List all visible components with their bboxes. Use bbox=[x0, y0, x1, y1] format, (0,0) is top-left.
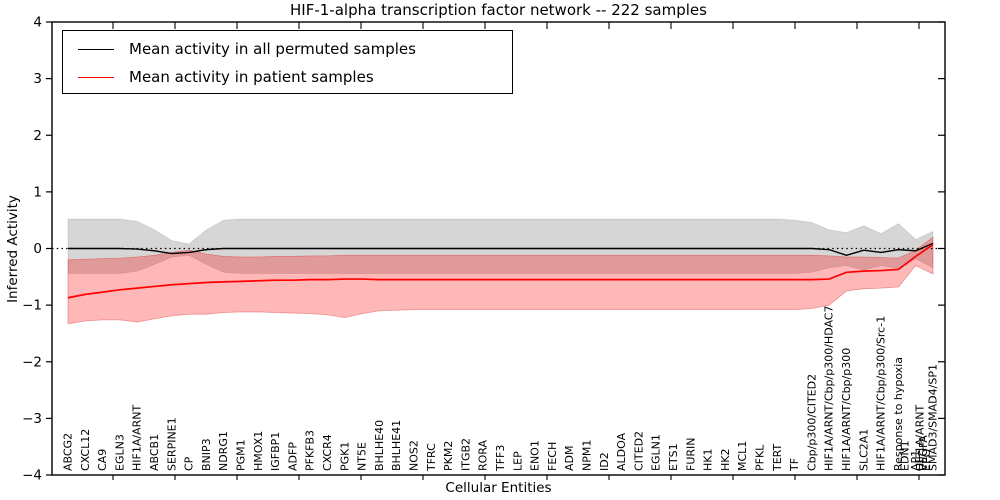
x-category-label: LEP bbox=[511, 451, 524, 471]
y-tick-label: 4 bbox=[33, 15, 42, 31]
legend-label: Mean activity in all permuted samples bbox=[129, 39, 416, 58]
x-category-label: SLC2A1 bbox=[857, 429, 870, 471]
x-category-label: CXCR4 bbox=[321, 434, 334, 471]
x-category-label: BNIP3 bbox=[200, 438, 213, 471]
x-axis-label: Cellular Entities bbox=[445, 480, 552, 496]
permuted-line-swatch bbox=[78, 48, 114, 50]
x-category-label: NOS2 bbox=[408, 440, 421, 471]
x-category-label: PFKL bbox=[754, 444, 767, 471]
x-category-label: CP bbox=[183, 456, 196, 471]
x-category-label: PKM2 bbox=[442, 441, 455, 471]
x-category-label: TFRC bbox=[425, 443, 438, 472]
x-category-label: PFKFB3 bbox=[304, 430, 317, 471]
y-tick-label: 1 bbox=[33, 184, 42, 200]
x-category-label: SMAD3/SMAD4/SP1 bbox=[927, 364, 940, 471]
x-category-label: ETS1 bbox=[667, 443, 680, 471]
x-category-label: ENO1 bbox=[529, 440, 542, 471]
x-category-label: ABCB1 bbox=[148, 434, 161, 471]
x-category-label: IGFBP1 bbox=[269, 432, 282, 471]
x-category-label: ITGB2 bbox=[459, 438, 472, 471]
x-category-label: PGK1 bbox=[338, 442, 351, 471]
x-category-label: MCL1 bbox=[736, 441, 749, 471]
x-category-label: NDRG1 bbox=[217, 431, 230, 471]
x-category-label: HIF1A/ARNT/Cbp/p300/Src-1 bbox=[875, 316, 888, 471]
x-category-label: EDN1 bbox=[899, 440, 912, 471]
x-category-label: ABCG2 bbox=[62, 433, 75, 471]
legend-entry-permuted: Mean activity in all permuted samples bbox=[63, 35, 512, 63]
y-axis-label: Inferred Activity bbox=[5, 195, 21, 303]
x-category-label: SERPINE1 bbox=[165, 417, 178, 471]
x-category-label: ID2 bbox=[598, 452, 611, 471]
x-category-label: HMOX1 bbox=[252, 431, 265, 471]
x-category-label: EPO bbox=[920, 448, 933, 471]
x-category-label: EGLN3 bbox=[113, 434, 126, 471]
x-category-label: Cbp/p300/CITED2 bbox=[805, 374, 818, 471]
permuted-line bbox=[68, 242, 934, 257]
x-category-label: FURIN bbox=[684, 438, 697, 472]
x-category-label: BHLHE40 bbox=[373, 420, 386, 471]
patient-line-swatch bbox=[78, 76, 114, 78]
x-category-label: ADM bbox=[563, 446, 576, 472]
y-tick-label: −4 bbox=[22, 468, 42, 484]
x-category-label: TF bbox=[788, 458, 801, 472]
x-category-label: PGM1 bbox=[235, 439, 248, 471]
x-category-label: FECH bbox=[546, 442, 559, 471]
y-tick-label: −3 bbox=[22, 411, 42, 427]
x-category-label: HK2 bbox=[719, 449, 732, 471]
y-tick-label: −2 bbox=[22, 354, 42, 370]
x-category-label: EGLN1 bbox=[650, 434, 663, 471]
x-category-label: BHLHE41 bbox=[390, 420, 403, 471]
x-category-label: HIF1A/ARNT/Cbp/p300 bbox=[840, 348, 853, 471]
legend: Mean activity in all permuted samples Me… bbox=[62, 30, 513, 94]
y-tick-label: 3 bbox=[33, 71, 42, 87]
x-category-label: NPM1 bbox=[581, 440, 594, 471]
x-category-label: RORA bbox=[477, 440, 490, 471]
x-category-label: CA9 bbox=[96, 449, 109, 471]
x-category-label: CITED2 bbox=[632, 431, 645, 471]
x-category-label: HIF1A/ARNT/Cbp/p300/HDAC7 bbox=[823, 306, 836, 472]
legend-label: Mean activity in patient samples bbox=[129, 67, 374, 86]
x-category-label: TERT bbox=[771, 443, 784, 472]
x-category-label: ALDOA bbox=[615, 432, 628, 471]
patient-line bbox=[67, 243, 934, 299]
x-category-label: HIF1A/ARNT bbox=[131, 405, 144, 471]
x-category-label: HIF1A/ARNT bbox=[914, 405, 927, 471]
y-tick-label: 2 bbox=[33, 128, 42, 144]
chart-title: HIF-1-alpha transcription factor network… bbox=[290, 1, 707, 19]
x-category-label: HK1 bbox=[702, 449, 715, 471]
x-category-label: NT5E bbox=[356, 442, 369, 471]
x-category-label: Response to hypoxia bbox=[892, 357, 905, 471]
y-tick-label: 0 bbox=[33, 241, 42, 257]
y-tick-label: −1 bbox=[22, 298, 42, 314]
x-category-label: CXCL12 bbox=[79, 429, 92, 471]
x-category-label: AP1 bbox=[909, 450, 922, 471]
x-category-label: ADFP bbox=[286, 442, 299, 471]
legend-entry-patient: Mean activity in patient samples bbox=[63, 63, 512, 91]
x-category-label: TFF3 bbox=[494, 445, 507, 472]
x-category-label: VEGFA bbox=[917, 435, 930, 471]
permuted-band bbox=[67, 218, 934, 274]
